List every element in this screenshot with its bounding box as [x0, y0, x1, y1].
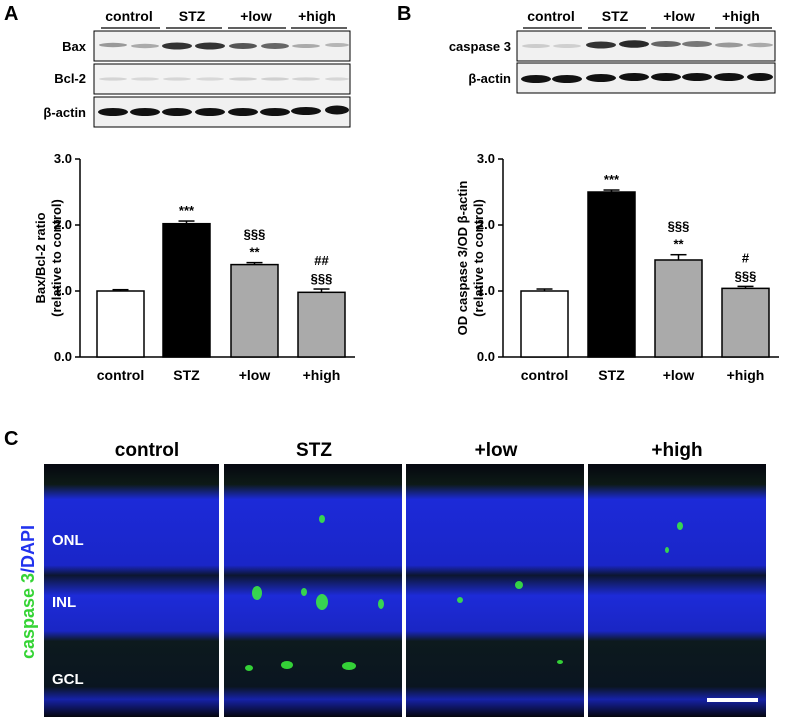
micrograph-panel: caspase 3/DAPI control STZ +low +high ON… — [18, 440, 766, 717]
significance-label: ## — [314, 253, 329, 268]
blot-b-lane-high: +high — [722, 8, 760, 24]
western-blot-a: control STZ +low +high Bax Bcl-2 β-actin — [43, 8, 351, 128]
micrograph-stz — [224, 464, 402, 717]
panel-label-a: A — [4, 3, 18, 25]
y-axis-label: Bax/Bcl-2 ratio — [33, 212, 48, 303]
bar-control — [520, 290, 569, 358]
category-label: +low — [239, 367, 271, 383]
stain-label-caspase: caspase 3 — [18, 573, 38, 659]
y-tick-label: 1.0 — [54, 283, 72, 298]
blot-b-lane-low: +low — [663, 8, 695, 24]
y-axis-label-sub: (relative to control) — [471, 199, 486, 317]
bar-stz — [587, 191, 636, 358]
micrograph-title-control: control — [115, 440, 179, 461]
significance-label: §§§ — [735, 268, 757, 283]
significance-label: # — [742, 250, 750, 265]
bar-chart-a: 0.0 1.0 2.0 3.0 Bax/Bcl-2 ratio (relative to … — [33, 151, 355, 383]
micrograph-title-low: +low — [475, 440, 518, 461]
y-tick-label: 0.0 — [54, 349, 72, 364]
stain-label: caspase 3/DAPI — [18, 525, 38, 659]
significance-label: ** — [249, 245, 260, 260]
y-axis-label: OD caspase 3/OD β-actin — [455, 181, 470, 336]
blot-b-lane-stz: STZ — [602, 8, 629, 24]
layer-label-inl: INL — [52, 594, 76, 611]
category-label: STZ — [173, 367, 200, 383]
significance-label: §§§ — [668, 219, 690, 234]
micrograph-high — [588, 464, 766, 717]
significance-label: ** — [673, 237, 684, 252]
blot-a-lane-stz: STZ — [179, 8, 206, 24]
category-label: STZ — [598, 367, 625, 383]
blot-b-lane-control: control — [527, 8, 574, 24]
panel-label-b: B — [397, 3, 411, 25]
blot-a-lane-high: +high — [298, 8, 336, 24]
y-tick-label: 3.0 — [54, 151, 72, 166]
significance-label: *** — [179, 203, 195, 218]
layer-label-gcl: GCL — [52, 671, 84, 688]
bar-high — [297, 291, 346, 358]
layer-labels-control: ONL INL GCL — [52, 532, 84, 688]
significance-label: *** — [604, 172, 620, 187]
stain-label-dapi: /DAPI — [18, 525, 38, 573]
bar-low — [654, 259, 703, 358]
category-label: control — [521, 367, 568, 383]
bar-high — [721, 287, 770, 358]
blot-a-row-actin: β-actin — [43, 105, 86, 120]
category-label: control — [97, 367, 144, 383]
y-tick-label: 3.0 — [477, 151, 495, 166]
category-label: +high — [727, 367, 765, 383]
blot-b-row-actin: β-actin — [468, 71, 511, 86]
layer-label-onl: ONL — [52, 532, 84, 549]
bar-low — [230, 263, 279, 358]
micrograph-title-stz: STZ — [296, 440, 332, 461]
bar-stz — [162, 222, 211, 358]
micrograph-title-high: +high — [651, 440, 702, 461]
blot-a-lane-control: control — [105, 8, 152, 24]
western-blot-b: control STZ +low +high caspase 3 β-actin — [449, 8, 776, 94]
y-tick-label: 2.0 — [477, 217, 495, 232]
category-label: +low — [663, 367, 695, 383]
y-tick-label: 2.0 — [54, 217, 72, 232]
blot-a-row-bax: Bax — [62, 39, 87, 54]
micrograph-control — [44, 464, 219, 717]
blot-a-row-bcl2: Bcl-2 — [54, 71, 86, 86]
y-tick-label: 1.0 — [477, 283, 495, 298]
blot-a-lane-low: +low — [240, 8, 272, 24]
bar-control — [96, 290, 145, 358]
panel-label-c: C — [4, 428, 18, 450]
micrograph-low — [406, 464, 584, 717]
significance-label: §§§ — [311, 271, 333, 286]
blot-b-row-caspase3: caspase 3 — [449, 39, 511, 54]
significance-label: §§§ — [244, 227, 266, 242]
bar-chart-b: 0.0 1.0 2.0 3.0 OD caspase 3/OD β-actin (rela… — [455, 151, 779, 383]
category-label: +high — [303, 367, 341, 383]
caspase-signal — [245, 515, 683, 671]
y-axis-label-sub: (relative to control) — [49, 199, 64, 317]
y-tick-label: 0.0 — [477, 349, 495, 364]
